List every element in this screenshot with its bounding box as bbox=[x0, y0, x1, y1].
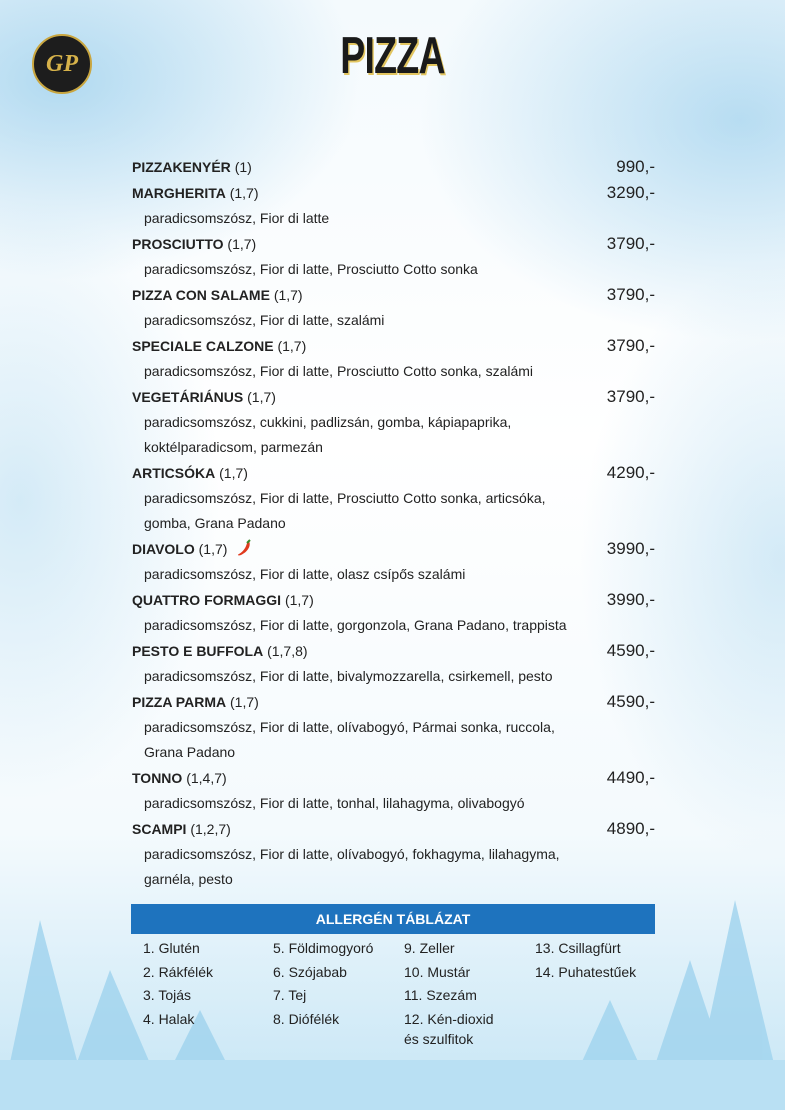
allergen-item: 12. Kén-dioxid és szulfitok bbox=[404, 1010, 494, 1047]
item-allergens: (1) bbox=[234, 159, 252, 175]
allergen-item: 4. Halak bbox=[143, 1010, 195, 1027]
spicy-icon bbox=[238, 539, 252, 556]
item-price: 3990,- bbox=[606, 539, 655, 558]
item-header: PIZZA PARMA (1,7) 4590,- bbox=[132, 689, 655, 715]
item-name: PIZZAKENYÉR bbox=[132, 159, 231, 175]
item-allergens: (1,4,7) bbox=[186, 770, 227, 786]
item-header: SPECIALE CALZONE (1,7) 3790,- bbox=[132, 333, 655, 359]
item-header: ARTICSÓKA (1,7) 4290,- bbox=[132, 460, 655, 486]
allergen-item: 1. Glutén bbox=[143, 940, 200, 956]
item-allergens: (1,7) bbox=[219, 465, 248, 481]
allergen-item: 9. Zeller bbox=[404, 940, 455, 956]
decoration bbox=[0, 900, 785, 1110]
item-name: PROSCIUTTO bbox=[132, 236, 224, 252]
item-price: 4490,- bbox=[606, 768, 655, 787]
item-header: VEGETÁRIÁNUS (1,7) 3790,- bbox=[132, 384, 655, 410]
allergen-item: 3. Tojás bbox=[143, 987, 191, 1003]
allergen-item: 5. Földimogyoró bbox=[273, 940, 374, 956]
menu-item: PESTO E BUFFOLA (1,7,8) 4590,- paradicsoms… bbox=[132, 638, 655, 689]
item-price: 4290,- bbox=[606, 463, 655, 482]
item-allergens: (1,7) bbox=[284, 592, 314, 608]
item-price: 3790,- bbox=[606, 285, 655, 304]
menu-item: MARGHERITA (1,7) 3290,- paradicsomszósz, F… bbox=[132, 180, 655, 231]
allergen-item: 6. Szójabab bbox=[273, 963, 347, 980]
item-description: paradicsomszósz, Fior di latte, Prosciut… bbox=[144, 363, 534, 379]
item-price: 3990,- bbox=[606, 590, 655, 609]
menu-item: VEGETÁRIÁNUS (1,7) 3790,- paradicsomszósz,… bbox=[132, 384, 655, 460]
menu-list: PIZZAKENYÉR (1) 990,- MARGHERITA (1,7) 3290… bbox=[132, 154, 655, 892]
menu-item: QUATTRO FORMAGGI (1,7) 3990,- paradicsomsz… bbox=[132, 587, 655, 638]
item-allergens: (1,7) bbox=[198, 541, 228, 557]
item-description: paradicsomszósz, Fior di latte bbox=[144, 210, 330, 226]
item-header: TONNO (1,4,7) 4490,- bbox=[132, 765, 655, 791]
item-price: 3790,- bbox=[606, 234, 655, 253]
item-name: PIZZA PARMA bbox=[132, 694, 227, 710]
menu-item: ARTICSÓKA (1,7) 4290,- paradicsomszósz, Fi… bbox=[132, 460, 655, 536]
item-description: paradicsomszósz, Fior di latte, bivalymo… bbox=[144, 668, 553, 684]
item-description: paradicsomszósz, Fior di latte, olasz cs… bbox=[144, 566, 466, 582]
item-header: DIAVOLO (1,7) 3990,- bbox=[132, 536, 655, 562]
item-header: MARGHERITA (1,7) 3290,- bbox=[132, 180, 655, 206]
item-name: PESTO E BUFFOLA bbox=[132, 643, 264, 659]
item-name: PIZZA CON SALAME bbox=[132, 287, 270, 303]
item-name: MARGHERITA bbox=[132, 185, 226, 201]
item-header: PIZZAKENYÉR (1) 990,- bbox=[132, 154, 655, 180]
item-description: paradicsomszósz, Fior di latte, gorgonzo… bbox=[144, 617, 567, 633]
item-header: PIZZA CON SALAME (1,7) 3790,- bbox=[132, 282, 655, 308]
item-allergens: (1,7) bbox=[227, 236, 257, 252]
logo: GP bbox=[32, 34, 92, 94]
item-header: PESTO E BUFFOLA (1,7,8) 4590,- bbox=[132, 638, 655, 664]
allergen-title: ALLERGÉN TÁBLÁZAT bbox=[131, 904, 655, 934]
menu-item: TONNO (1,4,7) 4490,- paradicsomszósz, Fior… bbox=[132, 765, 655, 816]
item-description: paradicsomszósz, Fior di latte, Prosciut… bbox=[144, 261, 478, 277]
allergen-table: ALLERGÉN TÁBLÁZAT 1. Glutén 2. Rákfélék 3.… bbox=[131, 904, 655, 1047]
item-price: 4590,- bbox=[606, 692, 655, 711]
allergen-item: 7. Tej bbox=[273, 987, 307, 1003]
item-price: 3790,- bbox=[606, 336, 655, 355]
item-allergens: (1,7,8) bbox=[267, 643, 308, 659]
item-header: QUATTRO FORMAGGI (1,7) 3990,- bbox=[132, 587, 655, 613]
item-allergens: (1,7) bbox=[273, 287, 303, 303]
item-allergens: (1,7) bbox=[277, 338, 307, 354]
item-description: paradicsomszósz, Fior di latte, szalámi bbox=[144, 312, 385, 328]
item-header: SCAMPI (1,2,7) 4890,- bbox=[132, 816, 655, 842]
item-description: paradicsomszósz, cukkini, padlizsán, gom… bbox=[144, 414, 512, 455]
menu-item: PIZZA CON SALAME (1,7) 3790,- paradicsomsz… bbox=[132, 282, 655, 333]
allergen-item: 10. Mustár bbox=[404, 963, 471, 980]
item-name: SPECIALE CALZONE bbox=[132, 338, 274, 354]
allergen-item: 2. Rákfélék bbox=[143, 963, 214, 980]
allergen-item: 13. Csillagfürt bbox=[535, 940, 621, 956]
item-allergens: (1,7) bbox=[229, 185, 259, 201]
item-price: 3290,- bbox=[606, 183, 655, 202]
menu-item: SPECIALE CALZONE (1,7) 3790,- paradicsomsz… bbox=[132, 333, 655, 384]
item-price: 4890,- bbox=[606, 819, 655, 838]
item-price: 4590,- bbox=[606, 641, 655, 660]
item-name: VEGETÁRIÁNUS bbox=[132, 389, 244, 405]
item-description: paradicsomszósz, Fior di latte, tonhal, … bbox=[144, 795, 525, 811]
item-allergens: (1,7) bbox=[230, 694, 259, 710]
item-header: PROSCIUTTO (1,7) 3790,- bbox=[132, 231, 655, 257]
item-description: paradicsomszósz, Fior di latte, Prosciut… bbox=[144, 490, 546, 531]
allergen-item: 11. Szezám bbox=[404, 987, 477, 1003]
menu-item: DIAVOLO (1,7) 3990,- paradicsomszósz, Fior… bbox=[132, 536, 655, 587]
item-name: ARTICSÓKA bbox=[132, 465, 216, 481]
menu-item: PROSCIUTTO (1,7) 3790,- paradicsomszósz, F… bbox=[132, 231, 655, 282]
item-name: QUATTRO FORMAGGI bbox=[132, 592, 282, 608]
item-name: DIAVOLO bbox=[132, 541, 195, 557]
item-name: SCAMPI bbox=[132, 821, 187, 837]
allergen-item: 8. Diófélék bbox=[273, 1010, 340, 1027]
allergen-item: 14. Puhatestűek bbox=[535, 963, 637, 980]
page-title: PIZZA bbox=[340, 27, 445, 85]
item-price: 3790,- bbox=[606, 387, 655, 406]
item-description: paradicsomszósz, Fior di latte, olívabog… bbox=[144, 846, 560, 887]
item-price: 990,- bbox=[616, 157, 655, 176]
item-name: TONNO bbox=[132, 770, 183, 786]
item-description: paradicsomszósz, Fior di latte, olívabog… bbox=[144, 719, 555, 760]
item-allergens: (1,2,7) bbox=[190, 821, 231, 837]
item-allergens: (1,7) bbox=[247, 389, 276, 405]
menu-item: SCAMPI (1,2,7) 4890,- paradicsomszósz, Fio… bbox=[132, 816, 655, 892]
menu-item: PIZZA PARMA (1,7) 4590,- paradicsomszósz, … bbox=[132, 689, 655, 765]
menu-item: PIZZAKENYÉR (1) 990,- bbox=[132, 154, 655, 180]
